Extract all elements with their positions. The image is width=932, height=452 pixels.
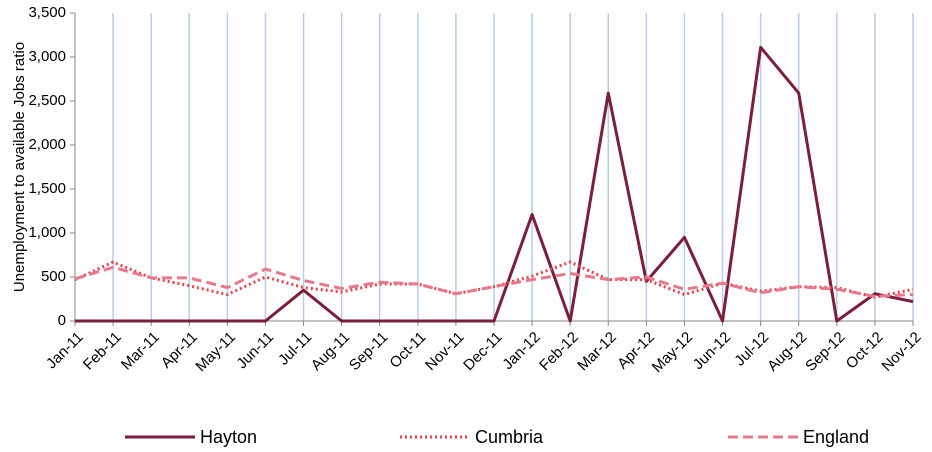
- x-tick-label: Oct-12: [843, 329, 887, 373]
- x-tick-label: Jan-11: [43, 329, 87, 373]
- x-tick-label: Oct-11: [386, 329, 429, 372]
- x-tick-label: Sep-11: [346, 329, 391, 374]
- y-tick-label: 2,500: [28, 92, 66, 109]
- y-tick-label: 500: [41, 268, 66, 285]
- x-tick-label: Dec-11: [460, 329, 505, 374]
- series-line: [74, 265, 914, 298]
- x-tick-label: Aug-11: [308, 329, 353, 374]
- y-tick-label: 0: [58, 312, 66, 329]
- y-tick-label: 1,000: [28, 224, 66, 241]
- legend-label: England: [803, 427, 869, 447]
- x-tick-label: Aug-12: [764, 329, 810, 375]
- x-tick-label: Jun-11: [233, 329, 277, 373]
- y-axis-label: Unemployment to available Jobs ratio: [11, 42, 28, 292]
- y-tick-label: 2,000: [28, 136, 66, 153]
- series-line: [75, 45, 914, 323]
- x-tick-label: Jun-12: [690, 329, 734, 373]
- x-tick-label: Mar-11: [118, 329, 163, 374]
- y-tick-label: 3,000: [28, 48, 66, 65]
- x-tick-label: Feb-11: [80, 329, 125, 374]
- x-tick-label: May-11: [192, 329, 239, 376]
- x-tick-label: May-12: [649, 329, 696, 376]
- y-tick-label: 3,500: [28, 4, 66, 21]
- y-tick-label: 1,500: [28, 180, 66, 197]
- x-tick-label: Nov-11: [422, 329, 467, 374]
- x-tick-label: Mar-12: [574, 329, 620, 375]
- x-tick-label: Sep-12: [802, 329, 848, 375]
- legend-label: Hayton: [200, 427, 257, 447]
- series-line: [74, 260, 914, 299]
- legend-label: Cumbria: [475, 427, 544, 447]
- x-tick-label: Nov-12: [878, 329, 924, 375]
- x-tick-label: Jan-12: [499, 329, 543, 373]
- x-tick-label: Feb-12: [536, 329, 582, 375]
